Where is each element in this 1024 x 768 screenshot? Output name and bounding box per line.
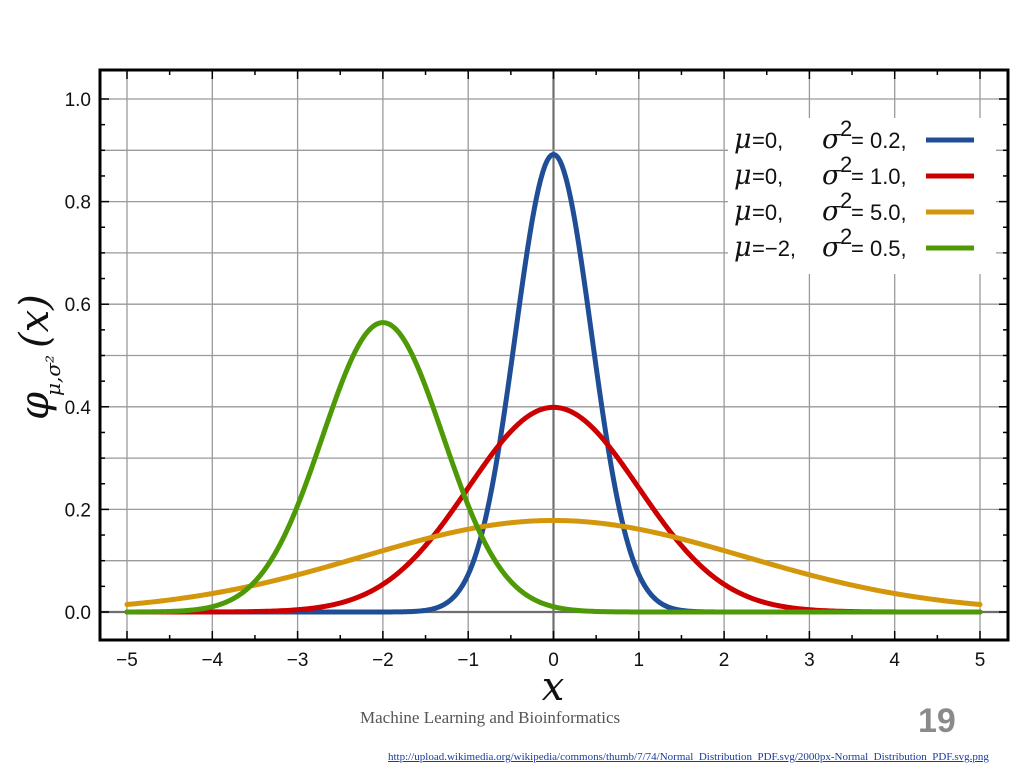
legend: μ =0, σ 2= 0.2,μ =0, σ 2= 1.0,μ =0, σ 2= 5.0,μ =−2… [728,116,996,274]
y-axis-label-subscript: μ,σ² [41,355,65,396]
y-tick-label: 0.2 [65,500,91,521]
y-axis-label-phi: φ [12,392,58,420]
tick-labels: −5 −4 −3 −2 −1 0 1 2 3 4 5 0.0 0.2 0.4 0.6 0.8 1.0 [65,90,986,671]
y-axis-label: φμ,σ² (x) [12,294,65,420]
legend-sigma-value: = 1.0, [851,164,907,189]
y-tick-label: 0.4 [65,398,92,419]
x-tick-label: −3 [287,650,309,671]
x-tick-label: 0 [548,650,559,671]
x-tick-label: 1 [634,650,645,671]
legend-sigma-symbol: σ [822,160,842,191]
y-tick-label: 0.8 [65,193,91,214]
y-tick-label: 1.0 [65,90,91,111]
legend-mu-value: =0, [752,200,783,225]
legend-mu-symbol: μ [734,196,752,227]
legend-sigma-value: = 0.2, [851,128,907,153]
legend-sigma-symbol: σ [822,124,842,155]
legend-sigma-value: = 0.5, [851,236,907,261]
x-tick-label: −2 [372,650,394,671]
legend-sigma-symbol: σ [822,232,842,263]
footer-text: Machine Learning and Bioinformatics [360,708,621,727]
axis-titles: x φμ,σ² (x) [12,294,564,710]
y-axis-label-argument: (x) [12,294,58,348]
x-tick-label: 2 [719,650,730,671]
x-axis-label: x [542,664,565,710]
curves [124,151,983,615]
series-line [124,517,983,607]
page-number: 19 [918,702,956,740]
legend-mu-value: =−2, [752,236,796,261]
tick-marks [100,70,1008,640]
legend-sigma-symbol: σ [822,196,842,227]
legend-sigma-squared: 2 [840,152,852,177]
legend-sigma-squared: 2 [840,224,852,249]
source-link[interactable]: http://upload.wikimedia.org/wikipedia/co… [388,751,989,763]
legend-mu-symbol: μ [734,124,752,155]
x-tick-label: −4 [201,650,223,671]
legend-mu-value: =0, [752,128,783,153]
x-tick-label: −1 [457,650,479,671]
x-tick-label: 5 [975,650,986,671]
x-tick-label: −5 [116,650,138,671]
y-tick-label: 0.6 [65,295,91,316]
legend-sigma-value: = 5.0, [851,200,907,225]
legend-sigma-squared: 2 [840,188,852,213]
normal-distribution-chart: −5 −4 −3 −2 −1 0 1 2 3 4 50.00.20.40.60.81.0 μ =0, σ… [12,68,1010,710]
legend-mu-symbol: μ [734,160,752,191]
x-tick-label: 4 [889,650,900,671]
legend-mu-value: =0, [752,164,783,189]
y-tick-label: 0.0 [65,603,91,624]
x-tick-label: 3 [804,650,815,671]
legend-mu-symbol: μ [734,232,752,263]
series-line [124,320,983,615]
legend-sigma-squared: 2 [840,116,852,141]
